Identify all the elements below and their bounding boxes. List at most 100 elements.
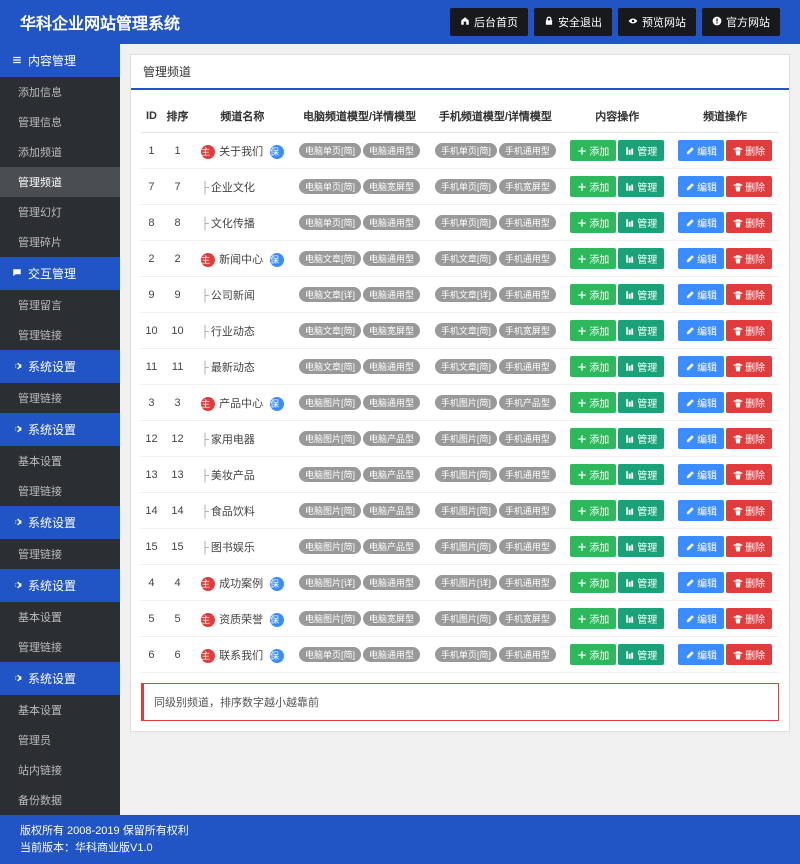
edit-button[interactable]: 编辑: [678, 248, 724, 269]
manage-button[interactable]: 管理: [618, 572, 664, 593]
manage-button[interactable]: 管理: [618, 428, 664, 449]
manage-button[interactable]: 管理: [618, 608, 664, 629]
manage-button[interactable]: 管理: [618, 212, 664, 233]
header-btn-home[interactable]: 后台首页: [450, 8, 528, 36]
add-button[interactable]: 添加: [570, 464, 616, 485]
model-pill: 手机单页[简]: [435, 647, 497, 662]
sidebar-item[interactable]: 备份数据: [0, 785, 120, 815]
header-btn-help[interactable]: 官方网站: [702, 8, 780, 36]
delete-button[interactable]: 删除: [726, 464, 772, 485]
add-button[interactable]: 添加: [570, 392, 616, 413]
sidebar-item[interactable]: 管理留言: [0, 290, 120, 320]
sidebar-item[interactable]: 管理链接: [0, 632, 120, 662]
delete-button[interactable]: 删除: [726, 140, 772, 161]
edit-button[interactable]: 编辑: [678, 284, 724, 305]
edit-button[interactable]: 编辑: [678, 392, 724, 413]
sidebar-item[interactable]: 添加频道: [0, 137, 120, 167]
delete-button[interactable]: 删除: [726, 536, 772, 557]
add-button[interactable]: 添加: [570, 212, 616, 233]
edit-button[interactable]: 编辑: [678, 536, 724, 557]
sidebar-item[interactable]: 基本设置: [0, 602, 120, 632]
header-btn-lock[interactable]: 安全退出: [534, 8, 612, 36]
sidebar-group-label: 系统设置: [28, 577, 76, 594]
delete-button[interactable]: 删除: [726, 428, 772, 449]
edit-button[interactable]: 编辑: [678, 176, 724, 197]
gear-icon: [12, 672, 22, 686]
sidebar-item[interactable]: 管理员: [0, 725, 120, 755]
manage-button[interactable]: 管理: [618, 536, 664, 557]
sidebar-group[interactable]: 交互管理: [0, 257, 120, 290]
delete-button[interactable]: 删除: [726, 356, 772, 377]
sidebar-group[interactable]: 系统设置: [0, 569, 120, 602]
edit-button[interactable]: 编辑: [678, 320, 724, 341]
edit-button[interactable]: 编辑: [678, 212, 724, 233]
header-btn-eye[interactable]: 预览网站: [618, 8, 696, 36]
manage-button[interactable]: 管理: [618, 248, 664, 269]
manage-button[interactable]: 管理: [618, 284, 664, 305]
sidebar-item[interactable]: 管理频道: [0, 167, 120, 197]
tree-icon: ├: [201, 182, 209, 194]
delete-button[interactable]: 删除: [726, 608, 772, 629]
table-header: 排序: [162, 100, 193, 133]
sidebar-item[interactable]: 管理碎片: [0, 227, 120, 257]
add-button[interactable]: 添加: [570, 536, 616, 557]
table-body: 11主关于我们 保电脑单页[简]电脑通用型手机单页[简]手机通用型添加管理编辑删…: [141, 133, 779, 673]
edit-button[interactable]: 编辑: [678, 608, 724, 629]
edit-button[interactable]: 编辑: [678, 464, 724, 485]
add-button[interactable]: 添加: [570, 284, 616, 305]
delete-button[interactable]: 删除: [726, 248, 772, 269]
delete-button[interactable]: 删除: [726, 392, 772, 413]
sidebar-item[interactable]: 管理信息: [0, 107, 120, 137]
manage-button[interactable]: 管理: [618, 464, 664, 485]
add-button[interactable]: 添加: [570, 140, 616, 161]
sidebar: 内容管理添加信息管理信息添加频道管理频道管理幻灯管理碎片交互管理管理留言管理链接…: [0, 44, 120, 815]
add-button[interactable]: 添加: [570, 248, 616, 269]
add-button[interactable]: 添加: [570, 608, 616, 629]
sidebar-item[interactable]: 管理链接: [0, 383, 120, 413]
delete-button[interactable]: 删除: [726, 644, 772, 665]
manage-button[interactable]: 管理: [618, 176, 664, 197]
manage-button[interactable]: 管理: [618, 500, 664, 521]
sidebar-group[interactable]: 系统设置: [0, 350, 120, 383]
add-button[interactable]: 添加: [570, 320, 616, 341]
delete-button[interactable]: 删除: [726, 572, 772, 593]
add-button[interactable]: 添加: [570, 176, 616, 197]
sidebar-item[interactable]: 基本设置: [0, 695, 120, 725]
sidebar-item[interactable]: 管理链接: [0, 320, 120, 350]
sidebar-item[interactable]: 添加信息: [0, 77, 120, 107]
delete-button[interactable]: 删除: [726, 212, 772, 233]
edit-button[interactable]: 编辑: [678, 428, 724, 449]
add-button[interactable]: 添加: [570, 572, 616, 593]
cell-name: 主资质荣誉 保: [193, 601, 292, 637]
sidebar-group[interactable]: 内容管理: [0, 44, 120, 77]
edit-button[interactable]: 编辑: [678, 572, 724, 593]
manage-button[interactable]: 管理: [618, 140, 664, 161]
manage-button[interactable]: 管理: [618, 356, 664, 377]
edit-button[interactable]: 编辑: [678, 500, 724, 521]
sidebar-item[interactable]: 管理幻灯: [0, 197, 120, 227]
manage-button[interactable]: 管理: [618, 320, 664, 341]
manage-button[interactable]: 管理: [618, 644, 664, 665]
top-tag: 主: [201, 649, 215, 663]
sidebar-item[interactable]: 管理链接: [0, 539, 120, 569]
delete-button[interactable]: 删除: [726, 284, 772, 305]
add-button[interactable]: 添加: [570, 356, 616, 377]
cell-mb: 手机图片[详]手机通用型: [427, 565, 563, 601]
sidebar-item[interactable]: 管理链接: [0, 476, 120, 506]
delete-button[interactable]: 删除: [726, 320, 772, 341]
sidebar-item[interactable]: 基本设置: [0, 446, 120, 476]
edit-button[interactable]: 编辑: [678, 644, 724, 665]
add-button[interactable]: 添加: [570, 428, 616, 449]
sidebar-group[interactable]: 系统设置: [0, 413, 120, 446]
tree-icon: ├: [201, 470, 209, 482]
sidebar-item[interactable]: 站内链接: [0, 755, 120, 785]
sidebar-group[interactable]: 系统设置: [0, 662, 120, 695]
delete-button[interactable]: 删除: [726, 500, 772, 521]
add-button[interactable]: 添加: [570, 500, 616, 521]
delete-button[interactable]: 删除: [726, 176, 772, 197]
edit-button[interactable]: 编辑: [678, 140, 724, 161]
edit-button[interactable]: 编辑: [678, 356, 724, 377]
add-button[interactable]: 添加: [570, 644, 616, 665]
sidebar-group[interactable]: 系统设置: [0, 506, 120, 539]
manage-button[interactable]: 管理: [618, 392, 664, 413]
